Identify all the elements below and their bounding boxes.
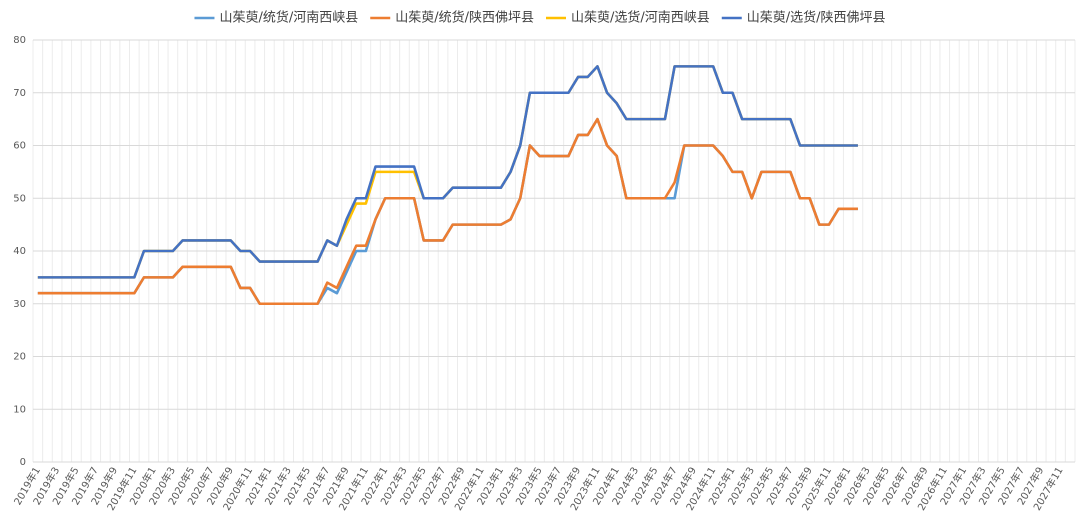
y-tick-label: 20 [13, 352, 26, 363]
series-line [37, 117, 858, 306]
legend-label: 山茱萸/选货/河南西峡县 [571, 10, 710, 26]
y-tick-label: 0 [20, 457, 26, 468]
y-tick-label: 40 [13, 246, 26, 257]
y-tick-label: 10 [13, 404, 26, 415]
y-tick-label: 80 [13, 35, 26, 46]
y-tick-label: 60 [13, 141, 26, 152]
legend-label: 山茱萸/选货/陕西佛坪县 [747, 10, 886, 26]
legend-label: 山茱萸/统货/陕西佛坪县 [395, 10, 534, 26]
y-tick-label: 30 [13, 299, 26, 310]
y-tick-label: 50 [13, 193, 26, 204]
legend-label: 山茱萸/统货/河南西峡县 [219, 10, 358, 26]
y-tick-label: 70 [13, 88, 26, 99]
series-line [37, 65, 858, 279]
